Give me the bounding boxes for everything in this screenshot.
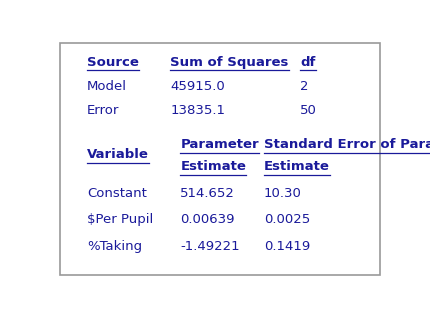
Text: 13835.1: 13835.1 [170,104,225,117]
Text: 0.0025: 0.0025 [264,213,310,226]
Text: -1.49221: -1.49221 [181,240,240,253]
Text: Parameter: Parameter [181,138,259,151]
Text: Standard Error of Parameter: Standard Error of Parameter [264,138,430,151]
Text: df: df [300,55,316,69]
Text: Sum of Squares: Sum of Squares [170,55,289,69]
Text: 2: 2 [300,80,309,93]
Text: %Taking: %Taking [87,240,142,253]
Text: Constant: Constant [87,186,147,199]
Text: Estimate: Estimate [181,160,246,173]
Text: 0.1419: 0.1419 [264,240,310,253]
Text: $Per Pupil: $Per Pupil [87,213,154,226]
Text: Variable: Variable [87,148,149,161]
Text: Error: Error [87,104,120,117]
Text: 0.00639: 0.00639 [181,213,235,226]
Text: Estimate: Estimate [264,160,329,173]
Text: Model: Model [87,80,127,93]
FancyBboxPatch shape [60,43,380,276]
Text: 45915.0: 45915.0 [170,80,225,93]
Text: Source: Source [87,55,139,69]
Text: 10.30: 10.30 [264,186,301,199]
Text: 514.652: 514.652 [181,186,235,199]
Text: 50: 50 [300,104,317,117]
